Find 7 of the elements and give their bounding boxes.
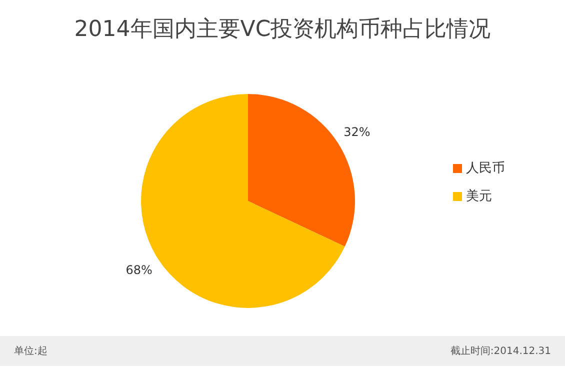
text: 单位:起 <box>14 344 48 358</box>
legend-label: 人民币 <box>466 161 505 176</box>
chart-title: 2014年国内主要VC投资机构币种占比情况 <box>73 16 492 44</box>
data-label: 32% <box>344 124 370 139</box>
data-label: 68% <box>126 263 152 278</box>
legend-label: 美元 <box>466 189 492 204</box>
text: 截止时间:2014.12.31 <box>450 344 551 358</box>
